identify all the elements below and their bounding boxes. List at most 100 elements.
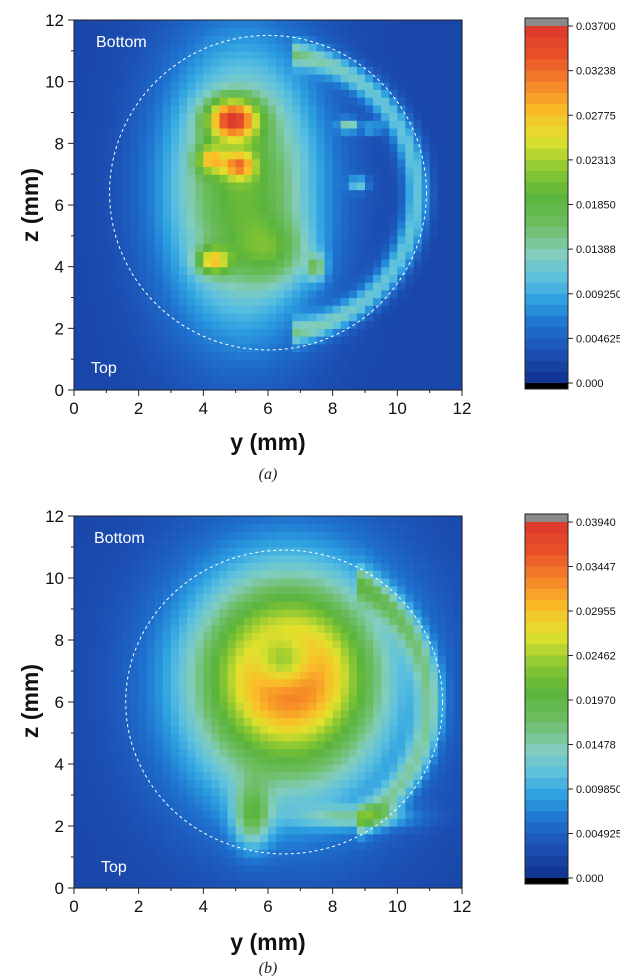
heatmap-cell [284, 849, 293, 858]
heatmap-cell [122, 189, 132, 198]
heatmap-cell [235, 756, 245, 765]
heatmap-cell [340, 562, 350, 571]
heatmap-cell [171, 756, 180, 765]
colorbar-tick-label: 0.03238 [576, 66, 616, 78]
heatmap-cell [162, 228, 172, 237]
heatmap-cell [340, 686, 350, 695]
heatmap-cell [365, 43, 374, 52]
heatmap-cell [316, 374, 326, 383]
heatmap-cell [251, 702, 261, 711]
heatmap-cell [276, 578, 285, 587]
heatmap-cell [348, 593, 358, 602]
heatmap-cell [348, 35, 358, 44]
heatmap-cell [171, 212, 180, 222]
heatmap-cell [235, 694, 245, 703]
heatmap-cell [413, 880, 423, 889]
heatmap-cell [324, 733, 334, 742]
heatmap-cell [356, 89, 366, 98]
heatmap-cell [284, 826, 293, 835]
heatmap-cell [203, 764, 213, 773]
heatmap-cell [413, 81, 423, 90]
heatmap-cell [114, 266, 124, 275]
heatmap-cell [429, 880, 439, 889]
heatmap-cell [413, 810, 423, 819]
heatmap-cell [413, 127, 423, 137]
heatmap-cell [195, 872, 204, 881]
heatmap-cell [365, 771, 374, 781]
heatmap-cell [429, 678, 439, 688]
heatmap-cell [284, 663, 293, 672]
heatmap-cell [308, 818, 318, 827]
heatmap-cell [187, 112, 196, 121]
heatmap-cell [397, 826, 407, 835]
heatmap-cell [154, 189, 164, 198]
heatmap-cell [381, 166, 390, 175]
heatmap-cell [74, 35, 83, 44]
heatmap-cell [122, 609, 132, 618]
heatmap-cell [332, 810, 342, 819]
heatmap-cell [122, 857, 132, 866]
heatmap-cell [453, 686, 463, 695]
heatmap-cell [405, 27, 415, 37]
heatmap-cell [146, 663, 156, 672]
heatmap-cell [203, 601, 213, 610]
heatmap-cell [413, 50, 423, 60]
heatmap-cell [365, 359, 374, 368]
heatmap-cell [397, 733, 407, 742]
heatmap-cell [340, 554, 350, 564]
heatmap-cell [130, 289, 140, 299]
heatmap-cell [316, 143, 326, 152]
heatmap-cell [98, 787, 107, 796]
heatmap-cell [138, 251, 148, 260]
heatmap-cell [130, 189, 140, 198]
heatmap-cell [413, 66, 423, 75]
heatmap-cell [106, 58, 116, 67]
heatmap-cell [106, 120, 116, 129]
heatmap-cell [130, 818, 140, 827]
heatmap-cell [437, 694, 447, 703]
heatmap-cell [348, 880, 358, 889]
heatmap-cell [316, 578, 326, 587]
heatmap-cell [82, 849, 91, 858]
heatmap-cell [251, 50, 261, 60]
heatmap-cell [251, 562, 261, 571]
heatmap-cell [74, 880, 83, 889]
heatmap-cell [373, 97, 382, 106]
heatmap-cell [235, 89, 245, 98]
heatmap-cell [413, 243, 423, 252]
heatmap-cell [332, 764, 342, 773]
heatmap-cell [332, 585, 342, 595]
heatmap-cell [146, 771, 156, 781]
heatmap-cell [348, 810, 358, 819]
heatmap-cell [82, 880, 91, 889]
heatmap-cell [219, 274, 229, 283]
heatmap-cell [171, 709, 180, 719]
heatmap-cell [373, 562, 382, 571]
y-tick-label: 10 [45, 569, 64, 588]
heatmap-cell [284, 872, 293, 881]
heatmap-cell [259, 694, 269, 703]
heatmap-cell [300, 289, 310, 299]
heatmap-cell [373, 374, 382, 383]
heatmap-cell [203, 756, 213, 765]
heatmap-cell [373, 655, 382, 664]
heatmap-cell [332, 20, 342, 29]
heatmap-cell [340, 112, 350, 121]
heatmap-cell [106, 158, 116, 168]
x-tick-label: 12 [453, 399, 472, 418]
heatmap-cell [130, 709, 140, 719]
heatmap-cell [195, 312, 204, 322]
heatmap-cell [187, 243, 196, 252]
heatmap-cell [316, 709, 326, 719]
heatmap-cell [340, 382, 350, 391]
heatmap-cell [300, 243, 310, 252]
heatmap-cell [324, 58, 334, 67]
heatmap-cell [437, 880, 447, 889]
heatmap-cell [130, 205, 140, 214]
heatmap-cell [162, 686, 172, 695]
heatmap-cell [74, 328, 83, 337]
heatmap-cell [114, 305, 124, 314]
heatmap-cell [90, 779, 99, 788]
heatmap-cell [98, 601, 107, 610]
heatmap-cell [187, 810, 196, 819]
